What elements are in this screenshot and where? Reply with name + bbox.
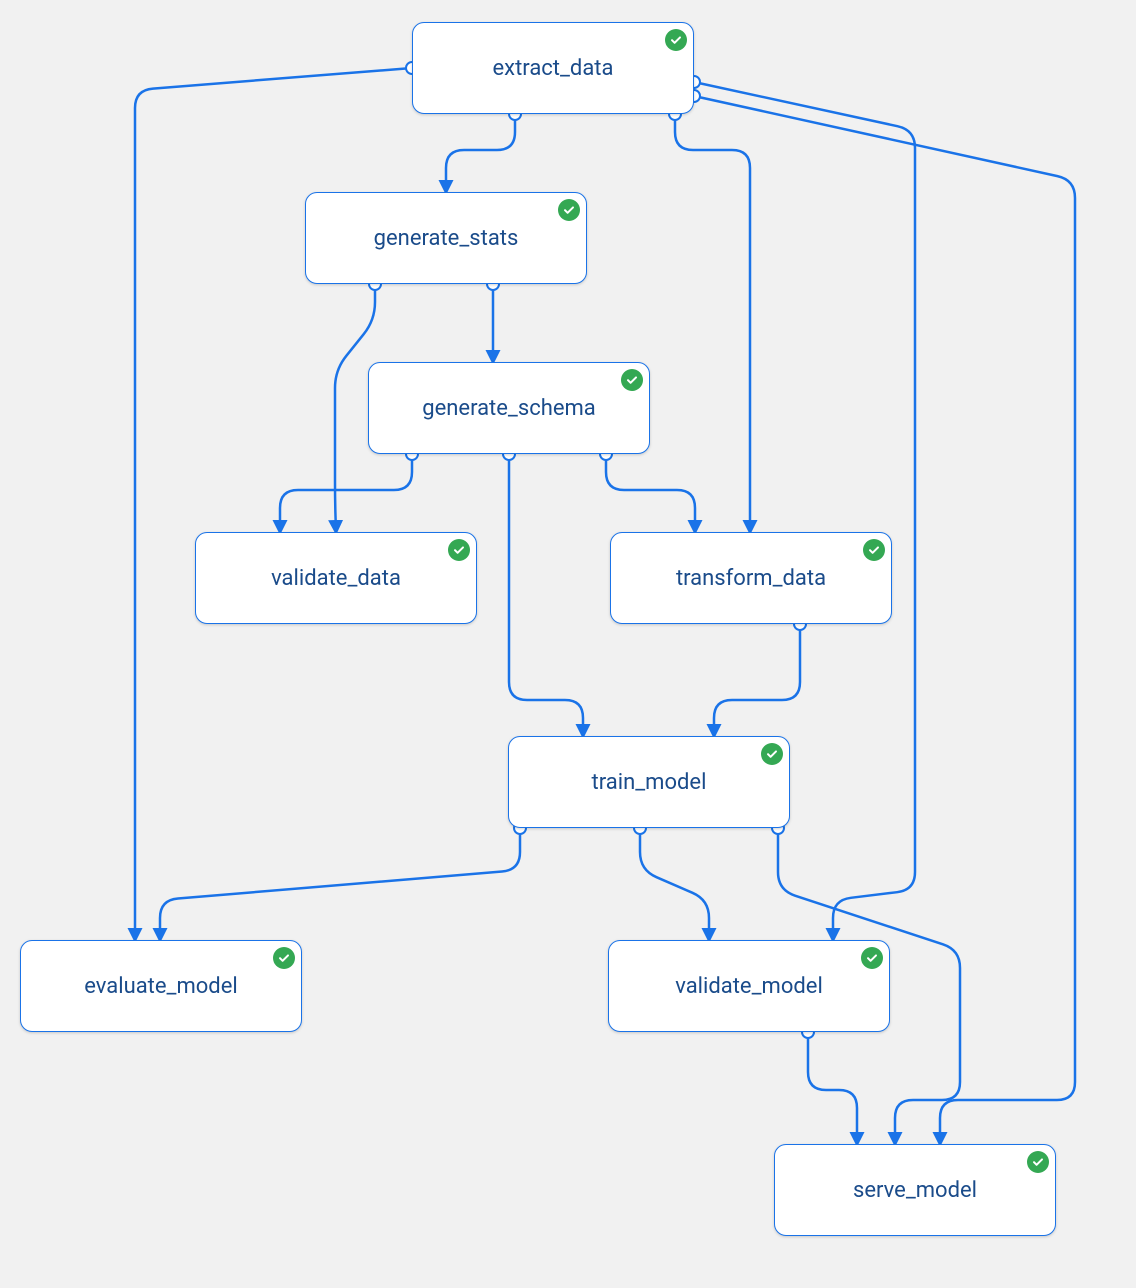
check-circle-icon [863,539,885,561]
check-circle-icon [1027,1151,1049,1173]
edge-extract_data-to-transform_data [675,114,750,532]
edge-transform_data-to-train_model [714,624,800,736]
edge-train_model-to-validate_model [640,828,709,940]
edge-extract_data-to-generate_stats [446,114,515,192]
node-evaluate_model[interactable]: evaluate_model [20,940,302,1032]
node-generate_stats[interactable]: generate_stats [305,192,587,284]
node-generate_schema[interactable]: generate_schema [368,362,650,454]
node-label: generate_schema [422,396,596,421]
check-circle-icon [558,199,580,221]
check-circle-icon [448,539,470,561]
pipeline-diagram: extract_data generate_stats generate_schem… [0,0,1136,1288]
edge-generate_schema-to-transform_data [606,454,695,532]
edge-validate_model-to-serve_model [808,1032,857,1144]
node-validate_model[interactable]: validate_model [608,940,890,1032]
node-transform_data[interactable]: transform_data [610,532,892,624]
node-label: generate_stats [374,226,519,251]
check-circle-icon [621,369,643,391]
node-label: train_model [592,770,707,795]
check-circle-icon [273,947,295,969]
node-label: serve_model [853,1178,977,1203]
node-label: evaluate_model [84,974,237,999]
node-label: validate_model [675,974,823,999]
node-label: transform_data [676,566,826,591]
node-serve_model[interactable]: serve_model [774,1144,1056,1236]
node-label: validate_data [271,566,401,591]
node-train_model[interactable]: train_model [508,736,790,828]
node-validate_data[interactable]: validate_data [195,532,477,624]
node-label: extract_data [493,56,614,81]
check-circle-icon [665,29,687,51]
edge-generate_schema-to-train_model [509,454,583,736]
node-extract_data[interactable]: extract_data [412,22,694,114]
edge-generate_schema-to-validate_data [280,454,412,532]
check-circle-icon [861,947,883,969]
edge-train_model-to-evaluate_model [160,828,520,940]
check-circle-icon [761,743,783,765]
